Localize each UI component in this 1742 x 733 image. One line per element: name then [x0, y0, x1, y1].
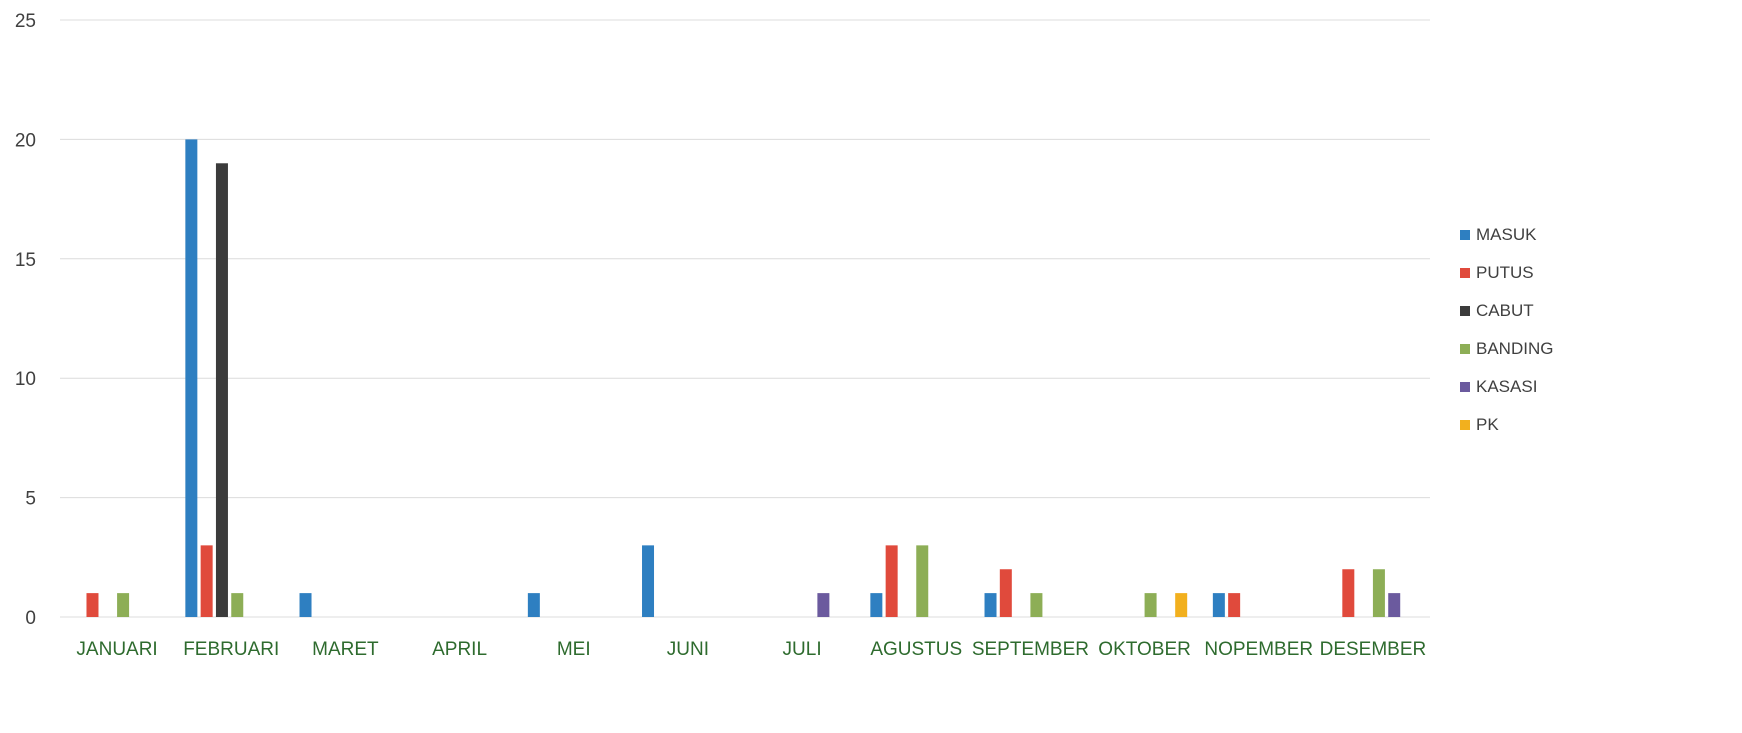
bar-masuk-juni [642, 545, 655, 617]
bar-masuk-februari [185, 139, 198, 617]
legend-label-kasasi: KASASI [1476, 377, 1537, 396]
y-axis-ticks: 0 5 10 15 20 25 [15, 11, 36, 629]
x-tick-label: JUNI [667, 639, 709, 660]
bar-pk-oktober [1175, 593, 1188, 617]
x-tick-label: NOPEMBER [1204, 639, 1313, 660]
legend-swatch-kasasi [1460, 382, 1470, 392]
bar-putus-agustus [885, 545, 898, 617]
bar-kasasi-desember [1388, 593, 1401, 617]
legend-swatch-banding [1460, 344, 1470, 354]
x-tick-label: MARET [312, 639, 379, 660]
bar-banding-agustus [916, 545, 929, 617]
legend-swatch-putus [1460, 268, 1470, 278]
bar-banding-januari [117, 593, 130, 617]
x-tick-label: FEBRUARI [183, 639, 279, 660]
bar-banding-februari [231, 593, 244, 617]
legend-label-banding: BANDING [1476, 339, 1553, 358]
y-tick-label: 5 [25, 489, 36, 510]
bar-putus-februari [200, 545, 213, 617]
x-tick-label: SEPTEMBER [972, 639, 1089, 660]
bar-masuk-agustus [870, 593, 883, 617]
x-axis-ticks: JANUARI FEBRUARI MARET APRIL MEI JUNI JULI AGUS… [76, 639, 1426, 660]
x-tick-label: JANUARI [76, 639, 157, 660]
bar-putus-nopember [1228, 593, 1241, 617]
legend-swatch-pk [1460, 420, 1470, 430]
x-tick-label: AGUSTUS [870, 639, 962, 660]
y-tick-label: 25 [15, 11, 36, 32]
bar-putus-september [999, 569, 1012, 617]
bar-masuk-mei [527, 593, 540, 617]
bar-putus-desember [1342, 569, 1355, 617]
x-tick-label: MEI [557, 639, 591, 660]
bar-banding-september [1030, 593, 1043, 617]
bar-cabut-februari [215, 163, 228, 617]
bar-masuk-nopember [1212, 593, 1225, 617]
legend-swatch-masuk [1460, 230, 1470, 240]
bar-masuk-maret [299, 593, 312, 617]
y-tick-label: 20 [15, 130, 36, 151]
x-tick-label: JULI [783, 639, 822, 660]
legend-label-pk: PK [1476, 415, 1499, 434]
legend-label-cabut: CABUT [1476, 301, 1534, 320]
x-tick-label: APRIL [432, 639, 487, 660]
x-tick-label: DESEMBER [1320, 639, 1427, 660]
bar-putus-januari [86, 593, 99, 617]
bar-banding-oktober [1144, 593, 1157, 617]
legend-swatch-cabut [1460, 306, 1470, 316]
bar-kasasi-juli [817, 593, 830, 617]
legend: MASUK PUTUS CABUT BANDING KASASI PK [1460, 225, 1553, 434]
legend-label-putus: PUTUS [1476, 263, 1534, 282]
legend-label-masuk: MASUK [1476, 225, 1537, 244]
y-tick-label: 10 [15, 369, 36, 390]
gridlines [60, 19, 1430, 618]
bar-banding-desember [1372, 569, 1385, 617]
bars [86, 139, 1401, 617]
y-tick-label: 0 [25, 608, 36, 629]
bar-masuk-september [984, 593, 997, 617]
x-tick-label: OKTOBER [1098, 639, 1191, 660]
y-tick-label: 15 [15, 250, 36, 271]
